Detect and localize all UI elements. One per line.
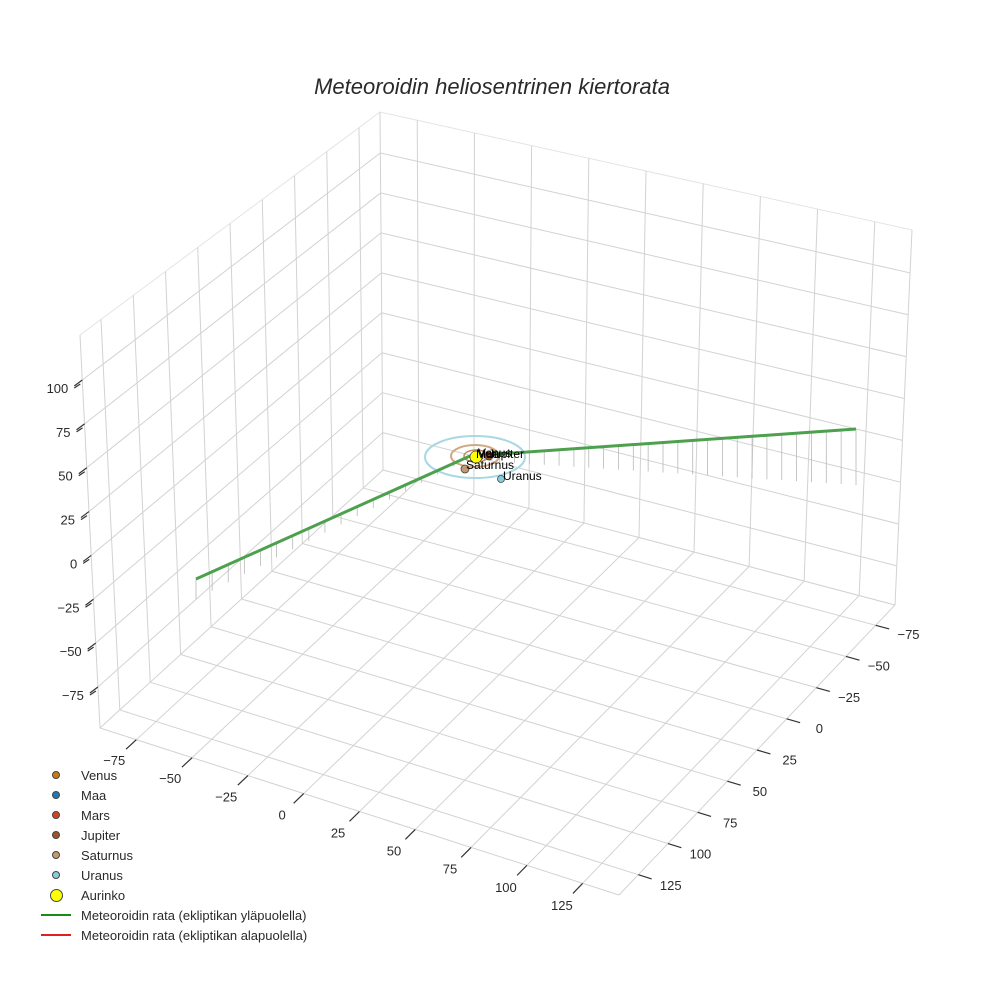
uranus-marker: [497, 475, 505, 483]
marker-swatch-icon: [34, 831, 78, 839]
x-tick-label: 50: [387, 844, 401, 859]
z-tick-label: 50: [58, 469, 72, 484]
trajectory-drop-lines: [195, 429, 857, 599]
legend-item[interactable]: Mars: [34, 805, 307, 825]
saturnus-marker: [460, 464, 470, 474]
z-tick-label: −75: [62, 688, 84, 703]
legend-label: Mars: [81, 807, 110, 823]
label-uranus: Uranus: [503, 469, 542, 483]
saturnus-orbit: [450, 444, 500, 468]
y-tick-label: 125: [660, 878, 682, 893]
legend-item[interactable]: Aurinko: [34, 885, 307, 905]
y-tick-label: 75: [723, 815, 737, 830]
marker-swatch-icon: [34, 791, 78, 799]
x-tick-label: −50: [159, 771, 181, 786]
x-tick-label: −25: [215, 789, 237, 804]
legend-item[interactable]: Maa: [34, 785, 307, 805]
legend-item[interactable]: Meteoroidin rata (ekliptikan alapuolella…: [34, 925, 307, 945]
gridlines: [79, 111, 913, 896]
legend-item[interactable]: Venus: [34, 765, 307, 785]
legend-label: Saturnus: [81, 847, 134, 863]
chart-title: Meteoroidin heliosentrinen kiertorata: [314, 74, 670, 99]
planets: [460, 450, 505, 483]
legend-label: Jupiter: [81, 827, 121, 843]
marker-swatch-icon: [34, 888, 78, 902]
legend-item[interactable]: Meteoroidin rata (ekliptikan yläpuolella…: [34, 905, 307, 925]
label-saturnus: Saturnus: [466, 458, 514, 472]
legend-item[interactable]: Saturnus: [34, 845, 307, 865]
marker-swatch-icon: [34, 871, 78, 879]
x-tick-label: 0: [279, 807, 286, 822]
z-tick-label: 0: [70, 556, 77, 571]
y-tick-label: −75: [897, 627, 919, 642]
y-tick-label: −50: [868, 658, 890, 673]
x-tick-label: 75: [443, 862, 457, 877]
axis-ticks: [73, 379, 890, 894]
y-tick-label: 100: [690, 847, 712, 862]
grid-panes: [79, 111, 913, 336]
y-tick-label: 25: [782, 753, 796, 768]
marker-swatch-icon: [34, 771, 78, 779]
legend-label: Venus: [81, 767, 118, 783]
line-swatch-icon: [34, 934, 78, 936]
legend-item[interactable]: Jupiter: [34, 825, 307, 845]
meteoroid-trajectory: [195, 427, 857, 581]
legend-label: Meteoroidin rata (ekliptikan alapuolella…: [81, 927, 308, 943]
tick-labels: −75 −50 −25 0 25 50 75 100 125 125 100 75 50 25 0 −25 −5…: [47, 381, 920, 913]
marker-swatch-icon: [34, 811, 78, 819]
legend-label: Maa: [81, 787, 107, 803]
legend-item[interactable]: Uranus: [34, 865, 307, 885]
label-maa: Maa: [476, 447, 500, 461]
uranus-orbit: [424, 435, 526, 479]
z-tick-label: −50: [60, 644, 82, 659]
line-swatch-icon: [34, 914, 78, 916]
legend-label: Meteoroidin rata (ekliptikan yläpuolella…: [81, 907, 307, 923]
y-tick-label: 0: [816, 721, 823, 736]
z-tick-label: 75: [56, 425, 70, 440]
y-tick-label: −25: [838, 690, 860, 705]
z-tick-label: 100: [47, 381, 69, 396]
z-tick-label: 25: [61, 513, 75, 528]
planet-labels: Maa Venus Jupiter Saturnus Uranus: [466, 446, 542, 483]
z-tick-label: −25: [57, 600, 79, 615]
aurinko-marker: [469, 450, 483, 464]
jupiter-marker: [484, 451, 494, 461]
label-jupiter: Jupiter: [488, 447, 524, 461]
marker-swatch-icon: [34, 851, 78, 859]
x-tick-label: 125: [551, 898, 573, 913]
y-tick-label: 50: [753, 784, 767, 799]
label-venus: Venus: [478, 446, 511, 460]
legend-label: Aurinko: [81, 887, 126, 903]
x-tick-label: 100: [495, 880, 517, 895]
legend-label: Uranus: [81, 867, 123, 883]
x-tick-label: 25: [331, 826, 345, 841]
legend: Venus Maa Mars Jupiter Saturnus Uranus Aurinko…: [34, 765, 307, 945]
x-tick-label: −75: [103, 753, 125, 768]
